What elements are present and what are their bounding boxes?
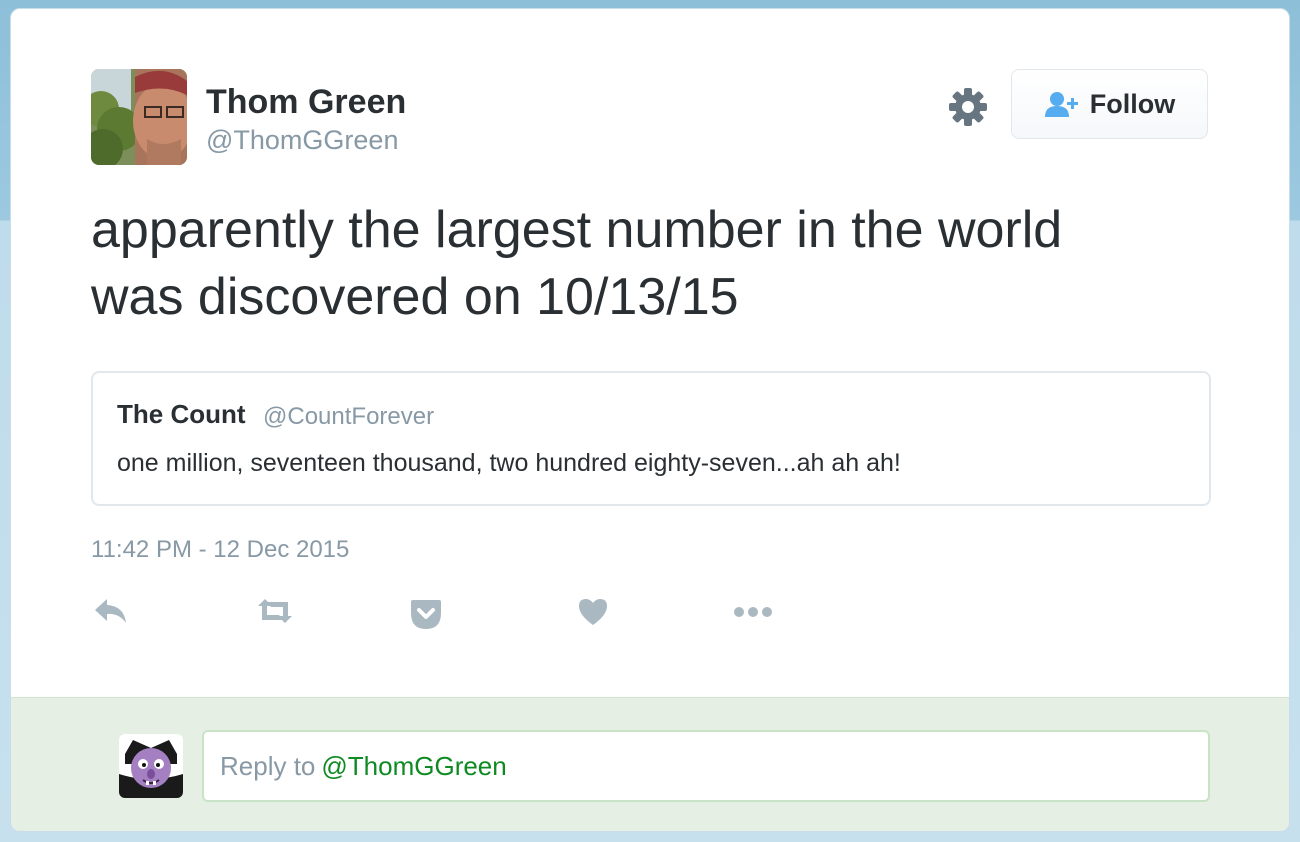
tweet-text-line-2: was discovered on 10/13/15 <box>91 268 739 326</box>
reply-icon[interactable] <box>93 597 129 630</box>
follow-button[interactable]: Follow <box>1011 69 1208 139</box>
quoted-tweet-name: The Count <box>117 399 246 429</box>
tweet-text: apparently the largest number in the wor… <box>91 197 1201 331</box>
author-name[interactable]: Thom Green <box>206 83 407 121</box>
reply-area: Reply to @ThomGGreen <box>11 697 1289 831</box>
retweet-icon[interactable] <box>255 597 295 630</box>
reply-placeholder-mention: @ThomGGreen <box>321 750 507 781</box>
tweet-text-line-1: apparently the largest number in the wor… <box>91 201 1063 259</box>
quoted-tweet[interactable]: The Count @CountForever one million, sev… <box>91 371 1211 506</box>
follow-user-icon <box>1044 92 1078 117</box>
pocket-icon[interactable] <box>409 599 443 636</box>
quoted-tweet-text: one million, seventeen thousand, two hun… <box>117 449 901 477</box>
gear-icon[interactable] <box>948 87 988 127</box>
author-avatar[interactable] <box>91 69 187 165</box>
like-icon[interactable] <box>577 597 609 632</box>
tweet-timestamp[interactable]: 11:42 PM - 12 Dec 2015 <box>91 536 350 563</box>
author-handle[interactable]: @ThomGGreen <box>206 125 399 155</box>
current-user-avatar <box>119 734 183 798</box>
reply-input[interactable]: Reply to @ThomGGreen <box>202 730 1210 802</box>
more-icon[interactable] <box>733 605 773 624</box>
reply-placeholder-prefix: Reply to <box>220 750 316 781</box>
quoted-tweet-handle: @CountForever <box>263 403 435 430</box>
tweet-card: Thom Green @ThomGGreen Follow apparently… <box>10 8 1290 832</box>
follow-button-label: Follow <box>1089 88 1176 119</box>
